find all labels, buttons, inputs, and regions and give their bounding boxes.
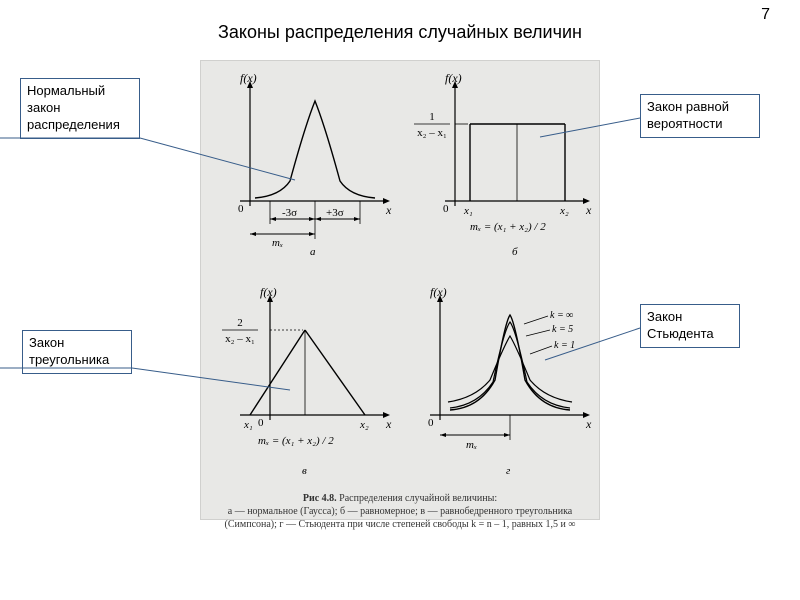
svg-text:1: 1 [429,111,435,123]
svg-text:x₂ – x₁: x₂ – x₁ [225,333,255,345]
svg-text:0: 0 [238,203,244,215]
svg-text:mₓ: mₓ [272,237,283,249]
svg-text:x₁: x₁ [463,205,473,217]
panel-uniform: f(x) x 0 1 x₂ – x₁ x₁ x₂ mₓ = (x₁ + x₂) … [400,66,595,256]
svg-text:x: x [585,417,592,431]
svg-text:2: 2 [237,317,243,329]
svg-text:а: а [310,246,316,256]
label-student: Закон Стьюдента [640,304,740,348]
svg-text:mₓ = (x₁ + x₂) / 2: mₓ = (x₁ + x₂) / 2 [470,221,546,233]
svg-text:г: г [506,465,511,477]
panel-normal: f(x) x 0 -3σ +3σ mₓ а [210,66,400,256]
page-title: Законы распределения случайных величин [0,22,800,43]
ylabel: f(x) [240,71,257,85]
svg-text:x₁: x₁ [243,419,253,431]
svg-text:-3σ: -3σ [282,207,297,219]
svg-text:mₓ = (x₁ + x₂) / 2: mₓ = (x₁ + x₂) / 2 [258,435,334,447]
svg-text:б: б [512,246,518,256]
panel-student: f(x) x 0 k = ∞ k = 5 k = 1 mₓ г [400,280,595,480]
svg-text:mₓ: mₓ [466,439,477,451]
svg-text:k = ∞: k = ∞ [550,310,573,321]
label-uniform: Закон равной вероятности [640,94,760,138]
svg-text:x: x [585,203,592,217]
svg-text:0: 0 [443,203,449,215]
svg-text:x₂: x₂ [359,419,369,431]
label-triangle: Закон треугольника [22,330,132,374]
svg-text:x₂ – x₁: x₂ – x₁ [417,127,447,139]
svg-text:0: 0 [258,417,264,429]
xlabel: x [385,203,392,217]
svg-text:+3σ: +3σ [326,207,344,219]
svg-text:k = 1: k = 1 [554,340,575,351]
svg-text:k = 5: k = 5 [552,324,573,335]
panel-triangle: f(x) x 0 2 x₂ – x₁ x₁ x₂ mₓ = (x₁ + x₂) … [210,280,400,480]
svg-text:в: в [302,465,307,477]
svg-text:f(x): f(x) [260,285,277,299]
svg-text:x: x [385,417,392,431]
svg-text:f(x): f(x) [430,285,447,299]
figure-caption: Рис 4.8. Распределения случайной величин… [210,492,590,531]
svg-text:0: 0 [428,417,434,429]
svg-text:f(x): f(x) [445,71,462,85]
label-normal: Нормальный закон распределения [20,78,140,139]
svg-text:x₂: x₂ [559,205,569,217]
